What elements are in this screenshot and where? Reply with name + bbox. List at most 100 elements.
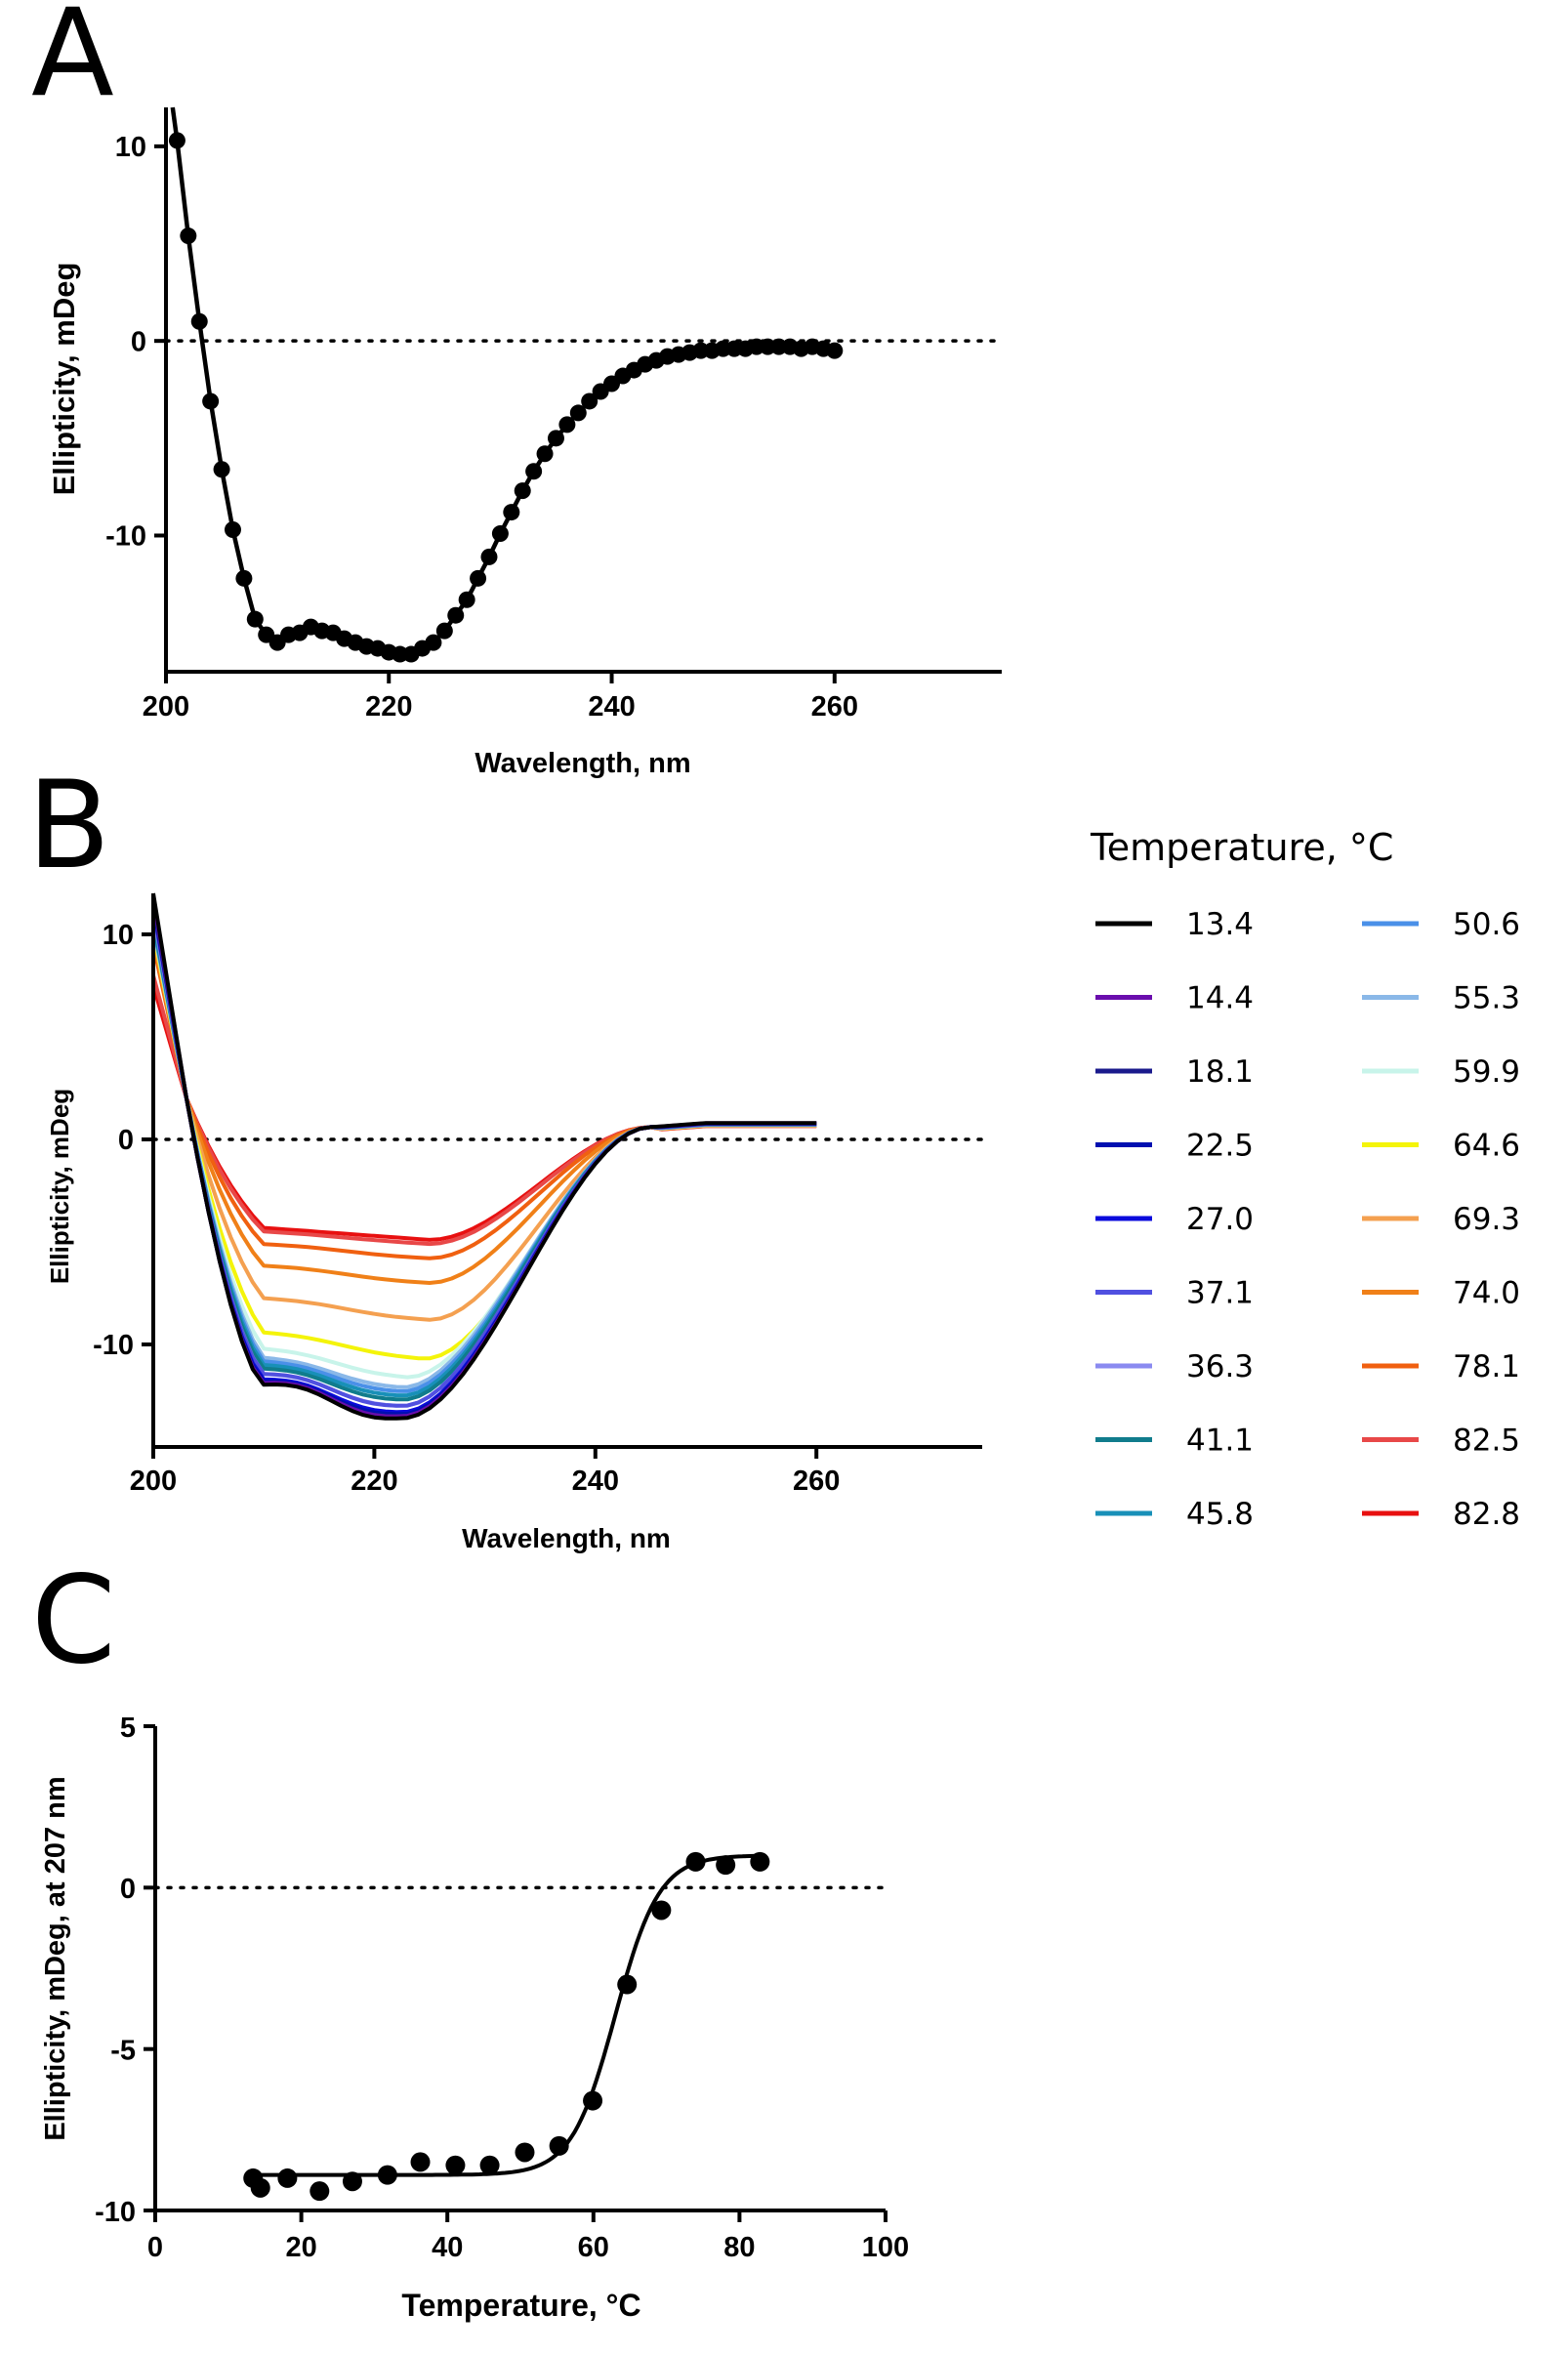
data-point [685,1851,706,1872]
data-point [445,2155,466,2175]
data-point [470,569,487,587]
data-point [277,2168,298,2188]
y-axis-title: Ellipticity, mDeg [47,263,81,496]
data-point [549,2135,569,2156]
legend-title: Temperature, °C [1090,826,1393,869]
x-tick-label: 200 [130,1466,177,1497]
legend: 13.4 14.4 18.1 22.5 27.0 37.1 36.3 41.1 45.8 50.6… [1095,907,1520,1532]
data-point [617,1974,638,1995]
chart-b: 200 220 240 260 10 0 -10 Wavelength, nm Ellip… [45,826,1520,1553]
x-tick-labels: 200 220 240 260 [143,691,858,723]
y-tick-label: 5 [120,1713,136,1744]
x-tick-label: 220 [351,1466,397,1497]
data-point [342,2171,362,2192]
data-point [547,430,564,447]
y-tick-label: 0 [131,326,146,357]
y-tick-label: 10 [115,132,146,163]
chart-c: 0 20 40 60 80 100 5 0 -5 -10 Temperature, °C Ell… [40,1713,909,2323]
series-line-82.5 [153,974,817,1247]
data-point [480,548,498,565]
legend-label: 14.4 [1186,981,1254,1016]
y-tick-labels: 10 0 -10 [93,920,134,1361]
x-tick-label: 200 [143,691,189,723]
data-point [224,521,241,539]
x-tick-labels: 0 20 40 60 80 100 [147,2232,909,2263]
x-axis-title: Wavelength, nm [475,748,690,779]
y-tick-label: -5 [110,2036,136,2067]
y-tick-label: -10 [95,2197,136,2228]
data-point [514,482,531,500]
data-points [243,1851,770,2202]
legend-label: 59.9 [1453,1054,1520,1090]
x-tick-label: 220 [365,691,412,723]
data-point [435,622,453,640]
data-point [491,524,509,542]
panel-label-b: B [27,756,110,896]
x-tick-label: 260 [793,1466,840,1497]
data-point [377,2165,397,2185]
data-point [235,569,253,587]
series-line-82.8 [153,984,817,1242]
y-tick-labels: 10 0 -10 [105,132,146,553]
series-line-45.8 [153,922,817,1398]
legend-label: 36.3 [1186,1349,1254,1384]
y-tick-label: -10 [93,1330,134,1361]
legend-label: 64.6 [1453,1129,1520,1164]
data-point [558,416,576,434]
data-point [716,1855,736,1876]
data-point [503,504,520,521]
legend-label: 41.1 [1186,1424,1254,1459]
data-point [750,1851,770,1872]
legend-label: 82.8 [1453,1497,1520,1532]
legend-label: 13.4 [1186,907,1254,942]
x-axis-title: Wavelength, nm [462,1523,671,1553]
sigmoid-fit [253,1853,758,2177]
legend-label: 18.1 [1186,1054,1254,1090]
x-tick-label: 100 [862,2232,909,2263]
data-point [515,2142,535,2163]
y-tick-label: -10 [105,521,146,553]
series-line-59.9 [153,928,817,1380]
legend-label: 50.6 [1453,907,1520,942]
y-tick-label: 0 [120,1874,136,1905]
legend-label: 78.1 [1453,1349,1520,1384]
legend-label: 45.8 [1186,1497,1254,1532]
data-point [246,610,264,628]
y-tick-label: 10 [103,920,134,951]
x-tick-label: 240 [588,691,635,723]
legend-label: 82.5 [1453,1424,1520,1459]
x-tick-label: 80 [723,2232,755,2263]
data-point [168,132,186,149]
x-tick-label: 40 [432,2232,463,2263]
legend-label: 55.3 [1453,981,1520,1016]
data-point [525,463,543,480]
data-point [410,2152,431,2172]
spectrum-line [170,106,836,657]
axes [154,107,1002,683]
x-tick-label: 20 [285,2232,316,2263]
x-tick-label: 0 [147,2232,163,2263]
series-line-13.4 [153,892,817,1421]
panel-label-c: C [31,1550,116,1691]
axes [144,1724,887,2222]
data-point [569,404,587,422]
legend-label: 74.0 [1453,1276,1520,1311]
panel-label-a: A [31,0,114,124]
data-point [190,312,208,330]
data-point [479,2155,500,2175]
data-point [536,445,554,463]
legend-label: 69.3 [1453,1202,1520,1237]
data-point [202,392,220,410]
data-point [581,392,598,410]
legend-label: 37.1 [1186,1276,1254,1311]
data-point [651,1900,672,1920]
series-line-50.6 [153,924,817,1393]
x-tick-label: 60 [578,2232,609,2263]
data-point [213,461,230,478]
x-tick-label: 260 [811,691,858,723]
legend-label: 22.5 [1186,1129,1254,1164]
data-point [250,2177,270,2198]
series-line-78.1 [153,944,817,1260]
data-point [425,634,442,651]
y-tick-labels: 5 0 -5 -10 [95,1713,136,2228]
